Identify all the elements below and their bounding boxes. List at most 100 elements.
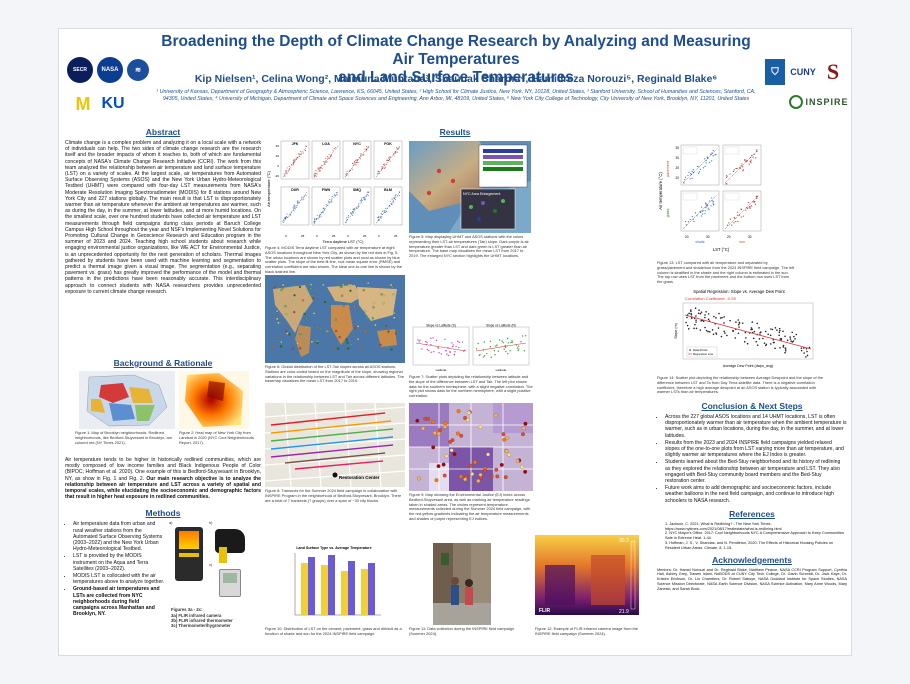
fig4-point [321, 211, 323, 213]
fig4-point [395, 151, 397, 153]
restoration-center-marker [332, 472, 338, 478]
fig4-point [318, 215, 320, 217]
fig6-station-point [354, 326, 357, 329]
fig14-point [778, 334, 780, 337]
fig13-point [745, 160, 747, 163]
fig14-point [715, 332, 717, 334]
fig6-station-point [331, 348, 334, 351]
fig9-temperature-point [431, 445, 436, 450]
fig13-point [742, 169, 745, 171]
fig6-station-point [392, 293, 395, 296]
fig7-point [511, 341, 513, 343]
fig13-point [704, 210, 706, 212]
conclusion-heading: Conclusion & Next Steps [701, 401, 803, 411]
fig13-point [740, 208, 742, 210]
fig4-point [332, 149, 334, 151]
fig7-point [475, 348, 478, 350]
fig4-point [386, 164, 388, 166]
fig4-point [396, 147, 398, 149]
fig10-caption: Figure 10: Distribution of LST on the ce… [265, 626, 402, 636]
fig4-ytick: 20 [276, 154, 280, 158]
fig14-point [770, 328, 772, 330]
fig4-point [398, 195, 400, 197]
fig9-temperature-point [521, 426, 526, 431]
fig6-station-point [305, 317, 308, 320]
fig4-point [365, 196, 367, 198]
fig14-point [695, 321, 697, 323]
fig7-point [479, 354, 481, 356]
fig14-point [695, 319, 697, 321]
fig4-point [329, 157, 331, 159]
fig14-point [769, 334, 772, 337]
fig14-point [690, 313, 693, 316]
fig13-point [728, 222, 730, 224]
fig6-station-point [290, 289, 293, 292]
fig7-point [486, 352, 488, 355]
background-text-plain: Air temperature tends to be higher in hi… [65, 457, 261, 482]
fig13-ytick: 20 [675, 176, 679, 180]
fig13-point [705, 162, 707, 164]
fig13-point [749, 160, 752, 163]
fig9-temperature-point [463, 416, 467, 420]
fig4-xtick: 25 [332, 234, 336, 238]
authors: Kip Nielsen¹, Celina Wong², Maimuna Munt… [194, 73, 718, 85]
fig4-xtick: 0 [347, 234, 349, 238]
fig7-point [440, 353, 443, 355]
fig7-xlabel: Latitude [436, 368, 447, 372]
fig6-station-point [385, 324, 388, 327]
fig13-point [755, 149, 757, 151]
fig4-one-to-one-line [313, 191, 339, 224]
fig7-point [523, 349, 526, 352]
fig13-point [687, 221, 690, 223]
fig4-point [315, 175, 317, 177]
inspire-logo-text: INSPIRE [805, 97, 849, 107]
fig14-point [759, 331, 761, 334]
fig4-point [352, 162, 354, 164]
fig4-point [330, 154, 332, 156]
fig4-point [317, 168, 319, 170]
fig4-point [347, 216, 349, 218]
fig14-point [772, 338, 775, 341]
fig6-station-point [367, 282, 370, 285]
fig7-slope-latitude: Slope vs Latitude (S) Latitude Slope vs La… [409, 323, 533, 373]
fig4-point [295, 208, 297, 210]
fig13-point [748, 207, 750, 209]
fig4-station-label: BLM [384, 188, 392, 192]
fig14-point [753, 330, 756, 333]
fig6-station-point [342, 283, 345, 286]
reference-3: 3. Hoffman, J. S., V. Shandas, and N. Pe… [665, 541, 834, 550]
fig13-point [737, 211, 739, 213]
background-figures: Figure 1: Map of Brooklyn neighborhoods.… [65, 371, 261, 445]
fig4-ylabel: Air temperature (°C) [266, 170, 271, 206]
fig13-point [700, 206, 703, 208]
fig10-bar-sun [348, 561, 355, 615]
inspire-logo: INSPIRE [789, 93, 849, 111]
fig7-point [446, 353, 448, 355]
fig4-point [285, 217, 287, 219]
fig9-temperature-point [478, 424, 483, 429]
fig4-point [313, 218, 315, 220]
fig4-point [333, 148, 335, 150]
affiliations: ¹ University of Kansas, Department of Ge… [156, 89, 756, 102]
fig13-point [689, 173, 692, 175]
fig13-one-to-one-line [724, 148, 760, 184]
fig6-station-point [280, 288, 283, 292]
fig3a-caption: 3a) FLIR infrared camera [171, 612, 222, 618]
fig13-point [729, 218, 732, 220]
fig4-point [356, 159, 358, 161]
fig14-point [704, 326, 706, 329]
fig6-station-point [316, 341, 319, 344]
fig4-point [293, 160, 295, 162]
fig7-point [496, 344, 498, 346]
fig4-xtick: 0 [316, 234, 318, 238]
background-text-objective: Our main research objective is to analyz… [65, 475, 261, 501]
fig4-one-to-one-line [282, 145, 308, 178]
fig14-point [789, 338, 792, 340]
fig14-point [779, 338, 782, 340]
left-column: Abstract Climate change is a complex pro… [65, 127, 261, 641]
fig4-point [330, 201, 332, 203]
fig4-point [297, 200, 299, 202]
fig13-point [705, 202, 707, 204]
fig4-point [288, 170, 290, 172]
fig7-point [507, 352, 509, 355]
